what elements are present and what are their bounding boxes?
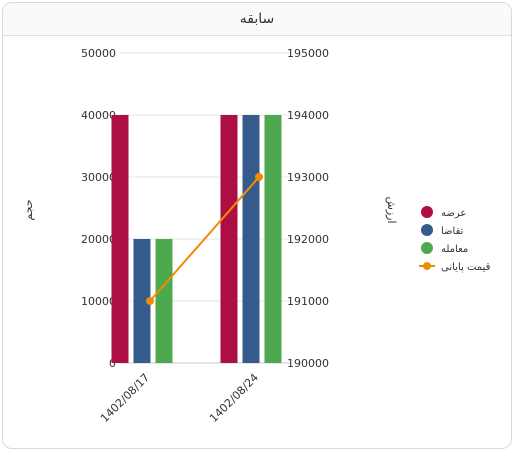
legend-label[interactable]: معامله <box>441 244 468 255</box>
legend-marker <box>421 242 433 254</box>
y-right-tick-label: 194000 <box>287 109 329 122</box>
y-left-tick-label: 40000 <box>81 109 116 122</box>
x-tick-label: 1402/08/24 <box>207 371 261 425</box>
y-right-tick-label: 192000 <box>287 233 329 246</box>
legend-marker <box>421 206 433 218</box>
y-left-tick-label: 50000 <box>81 47 116 60</box>
y-left-tick-label: 20000 <box>81 233 116 246</box>
y-right-tick-label: 195000 <box>287 47 329 60</box>
legend-marker <box>421 224 433 236</box>
bar-معامله[interactable] <box>264 115 282 363</box>
legend-label[interactable]: تقاضا <box>441 226 464 237</box>
legend-label[interactable]: عرضه <box>441 208 466 219</box>
bar-معامله[interactable] <box>155 239 173 363</box>
panel-title: سابقه <box>3 3 511 36</box>
line-point[interactable] <box>146 297 154 305</box>
line-point[interactable] <box>255 173 263 181</box>
bar-عرضه[interactable] <box>111 115 129 363</box>
legend-label[interactable]: قیمت پایانی <box>441 262 491 273</box>
y-left-axis-label: حجم <box>22 199 35 220</box>
legend-marker <box>423 262 431 270</box>
y-right-tick-label: 190000 <box>287 357 329 370</box>
y-right-tick-label: 191000 <box>287 295 329 308</box>
y-left-tick-label: 30000 <box>81 171 116 184</box>
bar-تقاضا[interactable] <box>242 115 260 363</box>
x-tick-label: 1402/08/17 <box>98 371 152 425</box>
y-right-tick-label: 193000 <box>287 171 329 184</box>
y-left-tick-label: 10000 <box>81 295 116 308</box>
bar-عرضه[interactable] <box>220 115 238 363</box>
bar-تقاضا[interactable] <box>133 239 151 363</box>
y-right-axis-label: ارزش <box>385 196 398 223</box>
line-series <box>149 176 260 302</box>
y-left-tick-label: 0 <box>109 357 116 370</box>
